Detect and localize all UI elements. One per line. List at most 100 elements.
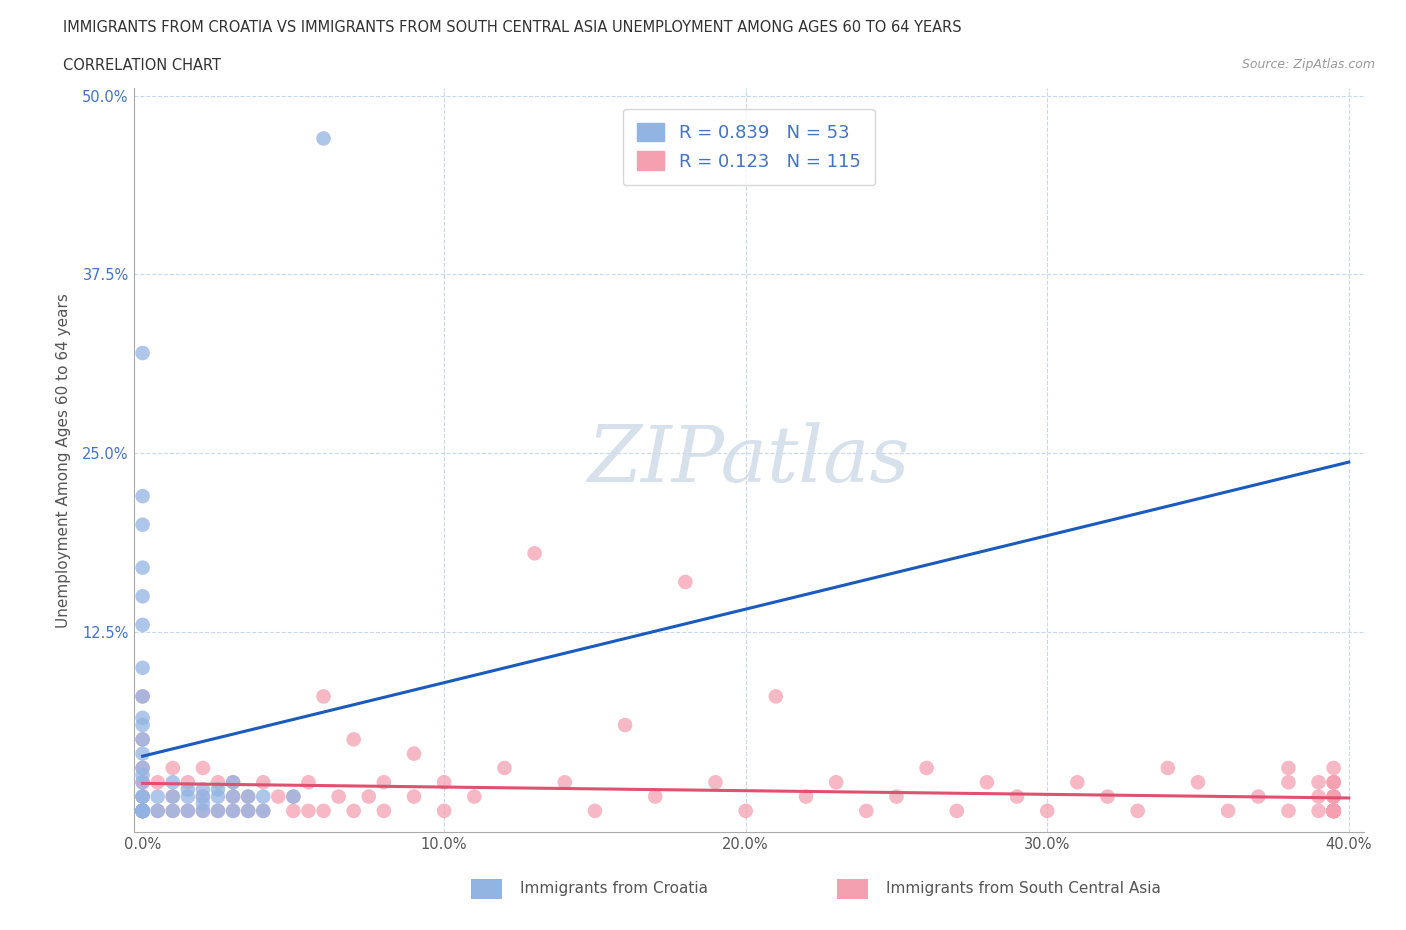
Point: [343, 732, 366, 747]
Point: [131, 804, 153, 818]
Point: [312, 689, 335, 704]
Point: [433, 775, 456, 790]
Point: [131, 790, 153, 804]
Point: [494, 761, 516, 776]
Point: [131, 689, 153, 704]
Point: [131, 775, 153, 790]
Point: [146, 775, 169, 790]
Point: [131, 589, 153, 604]
Point: [343, 804, 366, 818]
Point: [1323, 804, 1346, 818]
Legend: R = 0.839   N = 53, R = 0.123   N = 115: R = 0.839 N = 53, R = 0.123 N = 115: [623, 109, 875, 185]
Point: [1323, 804, 1346, 818]
Point: [1308, 804, 1330, 818]
Point: [1323, 804, 1346, 818]
Point: [1323, 804, 1346, 818]
Point: [1277, 804, 1299, 818]
Point: [191, 782, 214, 797]
Point: [1323, 775, 1346, 790]
Point: [131, 804, 153, 818]
Point: [1323, 804, 1346, 818]
Point: [162, 775, 184, 790]
Point: [1323, 804, 1346, 818]
Point: [131, 732, 153, 747]
Point: [177, 804, 200, 818]
Point: [1277, 775, 1299, 790]
Point: [131, 804, 153, 818]
Point: [131, 804, 153, 818]
Point: [131, 746, 153, 761]
Point: [236, 790, 259, 804]
Point: [915, 761, 938, 776]
Point: [207, 782, 229, 797]
Point: [1308, 775, 1330, 790]
Point: [523, 546, 546, 561]
Point: [177, 804, 200, 818]
Point: [207, 790, 229, 804]
Point: [1216, 804, 1239, 818]
Point: [131, 804, 153, 818]
Point: [162, 761, 184, 776]
Point: [283, 790, 305, 804]
Point: [312, 131, 335, 146]
Point: [131, 804, 153, 818]
Point: [1323, 804, 1346, 818]
Point: [704, 775, 727, 790]
Text: Source: ZipAtlas.com: Source: ZipAtlas.com: [1241, 58, 1375, 71]
Point: [945, 804, 967, 818]
Point: [222, 804, 245, 818]
Point: [191, 761, 214, 776]
Point: [162, 790, 184, 804]
Point: [131, 767, 153, 782]
Point: [131, 804, 153, 818]
Point: [236, 804, 259, 818]
Point: [267, 790, 290, 804]
Point: [373, 804, 395, 818]
Point: [222, 790, 245, 804]
Point: [252, 775, 274, 790]
Point: [252, 790, 274, 804]
Point: [373, 775, 395, 790]
Point: [131, 804, 153, 818]
Point: [177, 775, 200, 790]
Point: [463, 790, 485, 804]
Point: [131, 346, 153, 361]
Point: [131, 804, 153, 818]
Point: [207, 775, 229, 790]
Point: [222, 775, 245, 790]
Point: [283, 804, 305, 818]
Point: [131, 718, 153, 733]
Point: [1323, 804, 1346, 818]
Point: [1323, 804, 1346, 818]
Point: [1323, 775, 1346, 790]
Point: [236, 804, 259, 818]
Point: [177, 790, 200, 804]
Point: [976, 775, 998, 790]
Point: [191, 790, 214, 804]
Point: [146, 804, 169, 818]
Point: [191, 804, 214, 818]
Point: [734, 804, 756, 818]
Point: [131, 804, 153, 818]
Point: [222, 804, 245, 818]
Point: [1323, 775, 1346, 790]
Point: [297, 804, 319, 818]
Point: [1005, 790, 1028, 804]
Point: [1323, 804, 1346, 818]
Point: [357, 790, 380, 804]
Text: Immigrants from South Central Asia: Immigrants from South Central Asia: [886, 881, 1161, 896]
Text: IMMIGRANTS FROM CROATIA VS IMMIGRANTS FROM SOUTH CENTRAL ASIA UNEMPLOYMENT AMONG: IMMIGRANTS FROM CROATIA VS IMMIGRANTS FR…: [63, 20, 962, 35]
Point: [191, 796, 214, 811]
Point: [1277, 761, 1299, 776]
Point: [1308, 790, 1330, 804]
Point: [583, 804, 606, 818]
Point: [131, 804, 153, 818]
Point: [131, 804, 153, 818]
Point: [1323, 804, 1346, 818]
Point: [207, 804, 229, 818]
Point: [328, 790, 350, 804]
Point: [131, 689, 153, 704]
Point: [1323, 804, 1346, 818]
Point: [1323, 804, 1346, 818]
Point: [1157, 761, 1180, 776]
